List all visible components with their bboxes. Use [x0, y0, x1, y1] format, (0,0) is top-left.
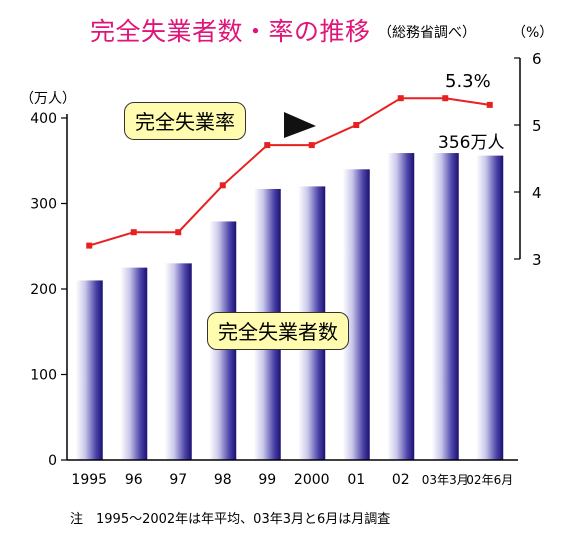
x-tick-label: 01 — [347, 472, 365, 488]
left-axis-unit: （万人） — [20, 91, 76, 107]
callout-pointer — [284, 112, 316, 138]
x-tick-label: 02年6月 — [466, 473, 513, 487]
x-tick-label: 2000 — [294, 472, 330, 488]
last-count-annotation: 356万人 — [438, 133, 505, 153]
count-series-label: 完全失業者数 — [207, 312, 349, 350]
left-tick-label: 0 — [48, 453, 57, 469]
left-tick-label: 300 — [30, 197, 57, 213]
bar — [120, 267, 148, 460]
x-tick-label: 02 — [392, 472, 410, 488]
right-tick-label: 3 — [532, 251, 542, 269]
rate-point — [264, 142, 271, 149]
left-tick-label: 400 — [30, 111, 57, 127]
x-tick-label: 96 — [125, 472, 143, 488]
bar — [342, 169, 370, 461]
right-tick-label: 6 — [532, 50, 542, 68]
rate-series-label: 完全失業率 — [124, 102, 246, 140]
last-rate-annotation: 5.3% — [445, 71, 491, 92]
left-tick-label: 200 — [30, 282, 57, 298]
right-tick-label: 5 — [532, 117, 542, 135]
bar — [164, 263, 192, 460]
right-tick-label: 4 — [532, 184, 542, 202]
bar — [476, 155, 504, 460]
x-tick-label: 98 — [214, 472, 232, 488]
rate-point — [397, 95, 404, 102]
rate-point — [130, 229, 137, 236]
rate-point — [219, 182, 226, 189]
bar — [387, 153, 415, 460]
rate-point — [86, 242, 93, 249]
rate-point — [308, 142, 315, 149]
bar — [431, 153, 459, 460]
source-note: （総務省調べ） — [378, 25, 476, 41]
bar — [75, 280, 103, 460]
left-tick-label: 100 — [30, 368, 57, 384]
x-tick-label: 1995 — [71, 472, 107, 488]
chart-title: 完全失業者数・率の推移 — [90, 17, 371, 46]
footnote: 注 1995～2002年は年平均、03年3月と6月は月調査 — [70, 512, 391, 527]
right-axis-unit: （%） — [512, 25, 554, 41]
x-tick-label: 03年3月 — [422, 473, 469, 487]
rate-point — [486, 101, 493, 108]
rate-point — [442, 95, 449, 102]
x-tick-label: 99 — [258, 472, 276, 488]
rate-point — [353, 122, 360, 128]
rate-line — [88, 97, 490, 247]
x-tick-label: 97 — [169, 472, 187, 488]
rate-point — [175, 229, 182, 236]
